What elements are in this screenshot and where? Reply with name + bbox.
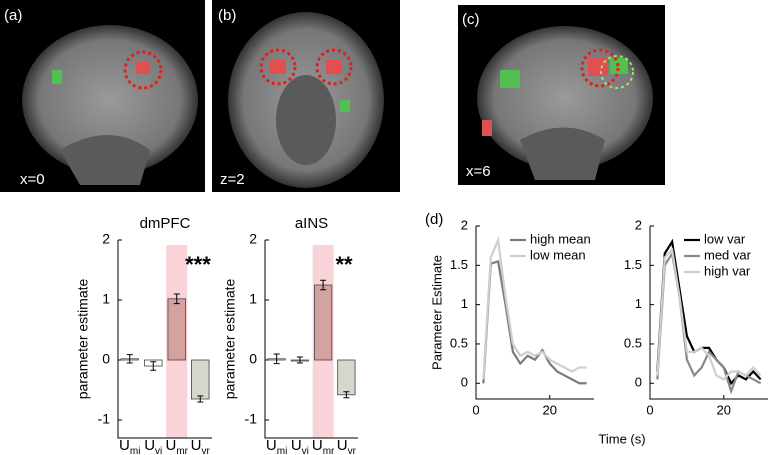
x-tick-label: Uvr [191,437,211,455]
error-bar [197,395,204,403]
annotation: ** [335,252,353,277]
error-bar [320,279,327,291]
x-tick-label: Uvr [337,437,357,455]
error-bar [296,356,303,364]
x-tick-label: Umr [165,437,188,455]
y-tick-label: -1 [98,411,111,427]
y-tick-label: 2 [249,231,257,247]
axes [475,226,594,400]
chart-title: dmPFC [140,215,191,232]
y-tick-label: 1.5 [624,257,642,272]
y-tick-label: 2 [461,217,468,232]
slice-coord: x=0 [20,171,45,188]
bar [337,359,356,396]
y-tick-label: 2 [635,217,642,232]
error-bar [273,353,280,365]
x-tick-label: Uvi [291,437,309,455]
x-tick-label: Umi [266,437,287,455]
axes [117,240,212,439]
legend-label: low mean [530,247,586,262]
x-tick-label: 20 [717,402,731,417]
panel-label: (b) [218,7,236,24]
y-axis-label: parameter estimate [222,278,238,399]
y-tick-label: 1 [249,291,257,307]
y-axis-label: parameter estimate [75,278,91,399]
y-tick-label: 0 [249,351,257,367]
y-tick-label: 1 [461,296,468,311]
y-tick-label: 0 [635,375,642,390]
x-tick-label: 20 [543,402,557,417]
y-tick-label: 1 [102,291,110,307]
axes [264,240,358,439]
y-axis-label: Parameter Estimate [429,255,444,370]
bar [314,284,333,361]
bar [167,298,186,361]
bar [191,359,210,400]
y-tick-label: -1 [245,411,258,427]
legend-label: low var [704,231,746,246]
brain-c [458,5,665,185]
line [482,259,587,385]
legend-label: high mean [530,231,591,246]
error-bar [150,361,157,371]
panel-label: (d) [425,211,443,228]
chart-title: aINS [295,215,328,232]
panel-label: (a) [4,7,22,24]
x-tick-label: Umi [119,437,140,455]
line [656,247,762,381]
x-tick-label: Uvi [144,437,162,455]
x-axis-label: Time (s) [598,431,645,446]
panel-label: (c) [462,11,480,28]
brain-b [212,0,400,192]
y-tick-label: 1.5 [450,257,468,272]
x-tick-label: Umr [312,437,335,455]
y-tick-label: 1 [635,296,642,311]
annotation: *** [185,252,211,277]
y-tick-label: 2 [102,231,110,247]
y-tick-label: 0.5 [624,335,642,350]
error-bar [343,391,350,399]
error-bar [173,293,180,305]
y-tick-label: 0.5 [450,335,468,350]
legend-label: high var [704,263,751,278]
slice-coord: z=2 [220,171,245,188]
brain-a [0,0,205,192]
x-tick-label: 0 [646,402,653,417]
y-tick-label: 0 [461,375,468,390]
line [482,236,587,380]
axes [649,226,768,400]
line [656,238,762,386]
y-tick-label: 0 [102,351,110,367]
x-tick-label: 0 [472,402,479,417]
error-bar [126,354,133,364]
legend-label: med var [704,247,752,262]
slice-coord: x=6 [466,163,491,180]
